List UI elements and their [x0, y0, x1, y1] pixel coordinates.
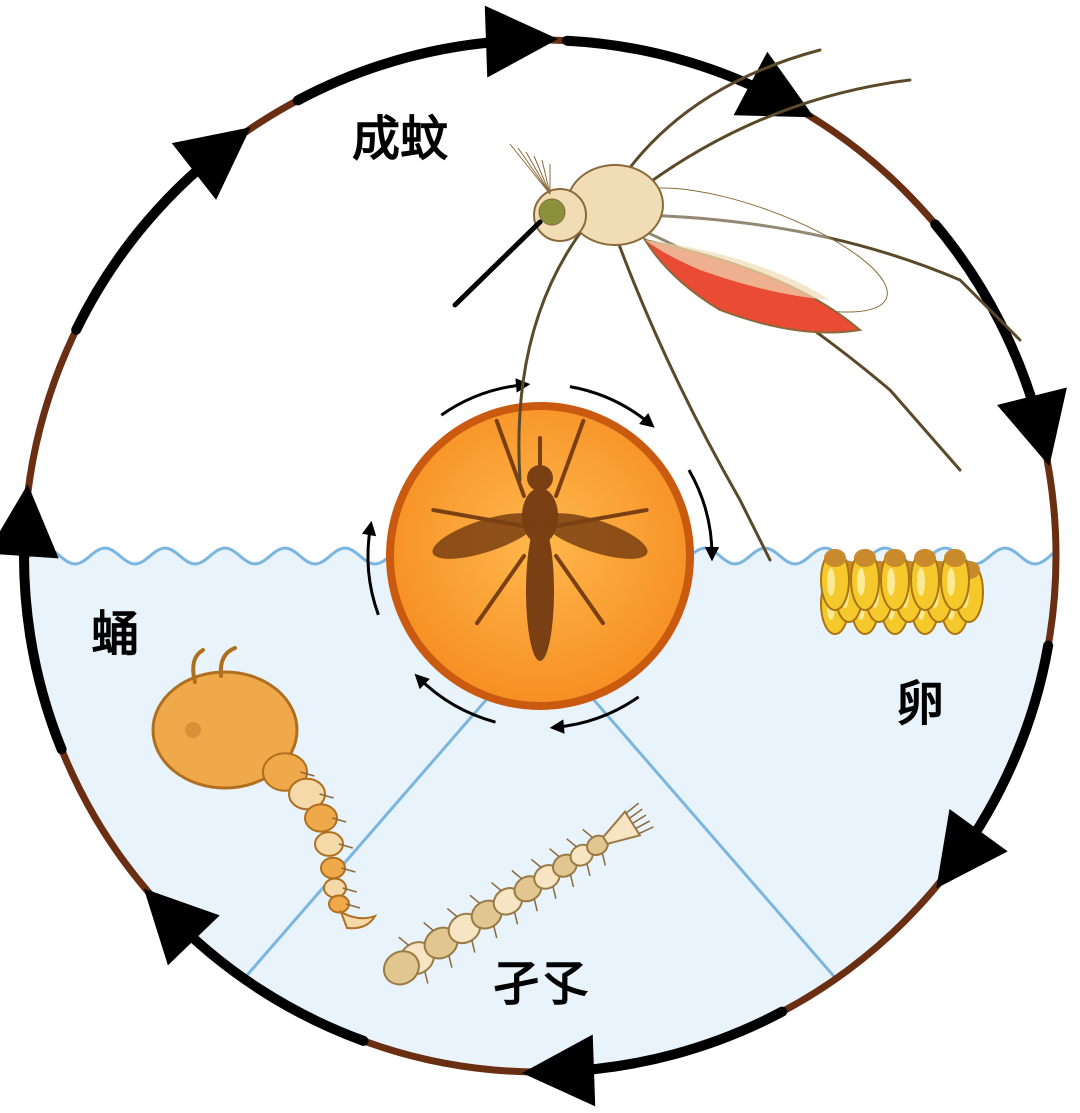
label-eggs: 卵	[896, 678, 944, 731]
lifecycle-diagram: 成蚊 卵 孑孓 蛹	[0, 0, 1080, 1113]
label-larva: 孑孓	[492, 958, 589, 1011]
eggs-icon	[821, 549, 983, 634]
label-pupa: 蛹	[91, 608, 139, 661]
label-adult: 成蚊	[352, 113, 449, 166]
